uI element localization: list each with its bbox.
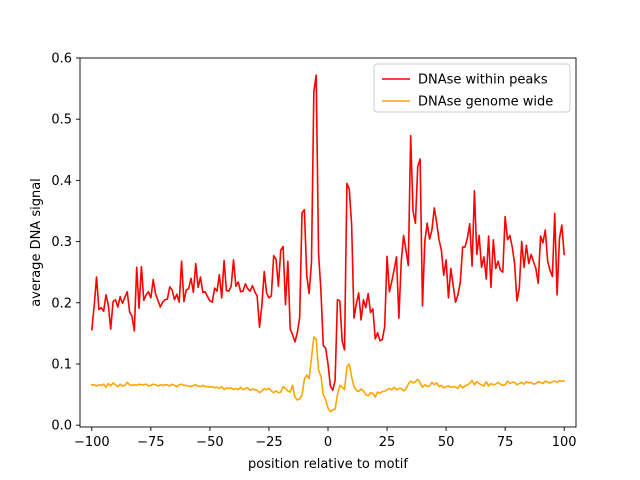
x-tick-label: −50 bbox=[196, 435, 223, 450]
y-tick-label: 0.6 bbox=[51, 52, 72, 67]
x-tick-label: −25 bbox=[255, 435, 282, 450]
y-tick-label: 0.5 bbox=[51, 113, 72, 128]
series-line-1 bbox=[90, 74, 566, 392]
x-tick-label: −100 bbox=[74, 435, 110, 450]
legend-label-1: DNAse within peaks bbox=[418, 73, 548, 88]
series-layer bbox=[90, 74, 566, 413]
y-tick-label: 0.0 bbox=[51, 419, 72, 434]
axes-layer: −100 −75 −50 −25 0 25 50 75 100 0.0 0.1 0.2 0.3 0.4 0.… bbox=[51, 52, 576, 451]
x-tick-label: 50 bbox=[438, 435, 455, 450]
y-tick-label: 0.4 bbox=[51, 174, 72, 189]
x-tick-label: 25 bbox=[379, 435, 396, 450]
y-axis-label: average DNA signal bbox=[29, 178, 44, 307]
y-tick-label: 0.3 bbox=[51, 235, 72, 250]
y-tick-label: 0.1 bbox=[51, 357, 72, 372]
x-tick-label: 0 bbox=[324, 435, 332, 450]
legend: DNAse within peaks DNAse genome wide bbox=[373, 63, 571, 113]
legend-box bbox=[373, 63, 571, 113]
x-tick-label: 75 bbox=[497, 435, 514, 450]
x-tick-label: 100 bbox=[552, 435, 577, 450]
x-axis-label: position relative to motif bbox=[248, 457, 408, 472]
x-tick-label: −75 bbox=[137, 435, 164, 450]
series-line-2 bbox=[91, 336, 565, 413]
plot-area bbox=[80, 58, 576, 427]
legend-label-2: DNAse genome wide bbox=[418, 95, 553, 110]
y-tick-label: 0.2 bbox=[51, 296, 72, 311]
